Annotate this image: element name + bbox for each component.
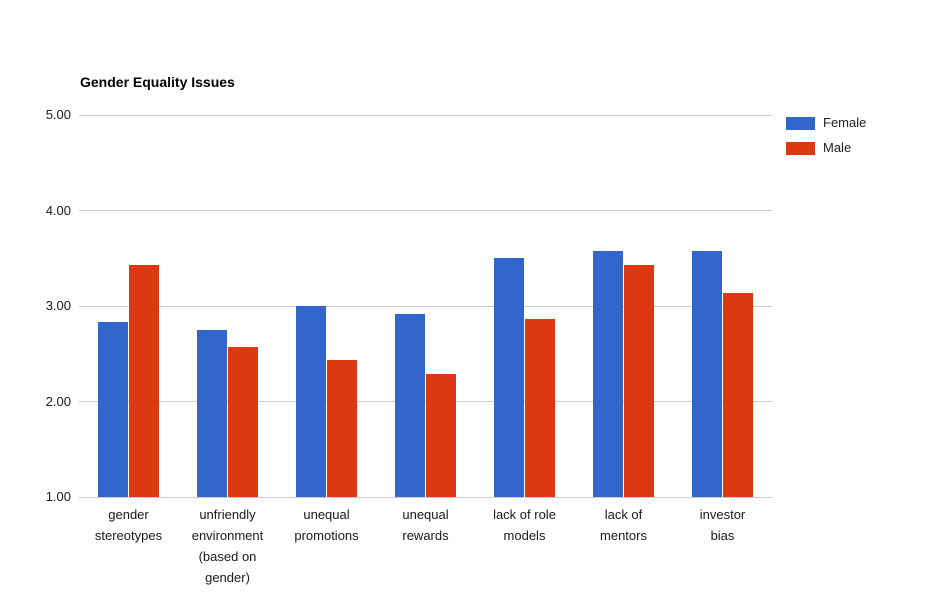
y-axis-tick-label: 2.00: [45, 393, 71, 409]
legend-item-female: Female: [786, 116, 866, 130]
chart-title: Gender Equality Issues: [80, 74, 235, 90]
legend-label-male: Male: [823, 140, 852, 155]
y-axis-tick-label: 4.00: [45, 202, 71, 218]
x-axis-label-line: stereotypes: [94, 528, 163, 543]
x-axis-label-line: bias: [710, 528, 735, 543]
female-bar[interactable]: [98, 322, 128, 497]
x-axis-category-label: investor bias: [673, 504, 772, 588]
female-bar[interactable]: [494, 258, 524, 497]
female-bar[interactable]: [197, 329, 227, 497]
legend: Female Male: [786, 116, 866, 166]
x-axis-label-line: promotions: [294, 528, 359, 543]
y-axis-tick-label: 5.00: [45, 107, 71, 122]
x-axis-label-line: environment: [191, 528, 264, 543]
x-axis-category-label: gender stereotypes: [79, 504, 178, 588]
x-axis-label-line: lack of: [604, 507, 643, 522]
female-bar[interactable]: [692, 250, 722, 497]
male-bar[interactable]: [228, 347, 258, 497]
plot-area: [79, 114, 772, 498]
gridline: [79, 210, 772, 211]
female-bar[interactable]: [395, 313, 425, 497]
y-axis-tick-label: 1.00: [45, 489, 71, 504]
x-axis-label-line: investor: [699, 507, 746, 522]
legend-label-female: Female: [823, 115, 867, 130]
x-axis-category-label: unfriendly environment (based on gender): [178, 504, 277, 588]
x-axis-label-line: unfriendly: [199, 507, 256, 522]
gridline: [79, 305, 772, 307]
x-axis-label-line: gender: [108, 507, 149, 522]
x-axis-label-line: mentors: [600, 528, 647, 543]
x-axis-label-line: unequal: [402, 507, 449, 522]
gridline: [79, 401, 772, 402]
male-bar[interactable]: [426, 373, 456, 497]
x-axis-label-line: (based on: [198, 549, 257, 564]
gridline: [79, 114, 772, 116]
male-bar[interactable]: [327, 360, 357, 497]
x-axis-category-label: lack of mentors: [574, 504, 673, 588]
female-series-swatch: [786, 116, 815, 130]
x-axis-label-line: lack of role: [493, 507, 556, 522]
male-series-swatch: [786, 141, 815, 155]
x-axis-label-line: unequal: [303, 507, 350, 522]
female-bar[interactable]: [593, 250, 623, 497]
gridline: [79, 496, 772, 498]
x-axis-category-label: unequal promotions: [277, 504, 376, 588]
x-axis: gender stereotypes unfriendly environment (b…: [79, 504, 772, 588]
female-bar[interactable]: [296, 306, 326, 497]
x-axis-category-label: lack of role models: [475, 504, 574, 588]
x-axis-label-line: rewards: [402, 528, 449, 543]
male-bar[interactable]: [624, 264, 654, 497]
male-bar[interactable]: [525, 319, 555, 497]
male-bar[interactable]: [723, 292, 753, 497]
male-bar[interactable]: [129, 264, 159, 497]
x-axis-label-line: gender): [205, 570, 250, 585]
x-axis-category-label: unequal rewards: [376, 504, 475, 588]
y-axis-tick-label: 3.00: [45, 298, 71, 313]
legend-item-male: Male: [786, 141, 866, 155]
x-axis-label-line: models: [503, 528, 546, 543]
